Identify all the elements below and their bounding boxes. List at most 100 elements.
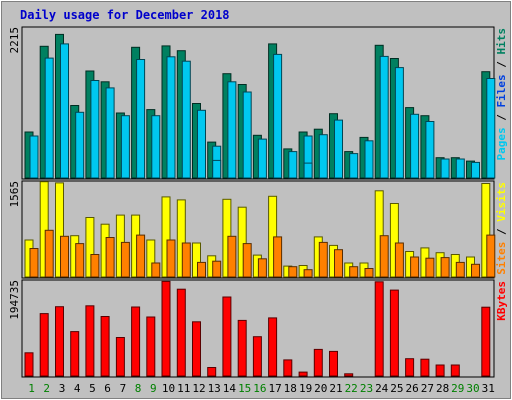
bar-visits-sites-day-6 xyxy=(105,237,115,278)
bar-visits-sites-day-12 xyxy=(197,261,206,278)
panel-kbytes-max-label: 194735 xyxy=(8,280,21,320)
day-label-8: 8 xyxy=(135,382,142,395)
bar-hits-files-day-20 xyxy=(318,134,328,179)
bar-hits-files-day-9 xyxy=(151,115,161,179)
bar-visits-sites-day-21 xyxy=(334,249,343,278)
bar-hits-pages-day-13 xyxy=(212,159,222,179)
bar-visits-visits-day-2 xyxy=(39,181,49,278)
bar-hits-files-day-30 xyxy=(471,161,480,179)
bar-visits-sites-day-29 xyxy=(455,261,465,278)
day-label-22: 22 xyxy=(345,382,358,395)
bar-hits-files-day-25 xyxy=(394,67,404,179)
day-label-16: 16 xyxy=(253,382,266,395)
bar-visits-visits-day-31 xyxy=(481,183,491,278)
bar-hits-files-day-5 xyxy=(90,80,100,179)
bar-kbytes-kbytes-day-2 xyxy=(39,313,49,377)
bar-visits-sites-day-8 xyxy=(136,234,146,278)
bar-hits-files-day-18 xyxy=(288,151,298,179)
bar-kbytes-kbytes-day-9 xyxy=(146,316,156,377)
bar-visits-visits-day-9 xyxy=(146,239,156,278)
bar-kbytes-kbytes-day-3 xyxy=(55,306,64,377)
bar-kbytes-kbytes-day-26 xyxy=(405,358,415,377)
bar-visits-sites-day-4 xyxy=(75,243,85,278)
day-label-12: 12 xyxy=(192,382,205,395)
day-label-5: 5 xyxy=(89,382,96,395)
bar-hits-files-day-22 xyxy=(349,153,359,179)
panel-visits: 1565 Sites / Visits xyxy=(8,180,508,279)
x-axis-day-labels: 1 2 3 4 5 6 7 8 9 10 11 12 13 14 15 16 17 18 19 20 21 22 23 24 2… xyxy=(28,382,495,395)
bar-kbytes-kbytes-day-14 xyxy=(222,296,232,377)
bar-kbytes-kbytes-day-21 xyxy=(329,350,338,377)
bar-visits-sites-day-10 xyxy=(166,239,176,278)
bar-hits-files-day-23 xyxy=(364,140,374,179)
legend-visits: Visits xyxy=(495,182,508,222)
bar-visits-sites-day-5 xyxy=(90,254,100,278)
day-label-18: 18 xyxy=(284,382,297,395)
bar-kbytes-kbytes-day-29 xyxy=(450,364,460,377)
bar-kbytes-kbytes-day-12 xyxy=(192,321,201,377)
bar-hits-files-day-14 xyxy=(227,81,237,179)
bar-hits-files-day-29 xyxy=(455,158,465,179)
day-label-24: 24 xyxy=(375,382,389,395)
bar-kbytes-kbytes-day-8 xyxy=(131,306,141,377)
bar-kbytes-kbytes-day-7 xyxy=(115,337,125,377)
bar-visits-sites-day-26 xyxy=(410,256,420,278)
day-label-15: 15 xyxy=(238,382,251,395)
bar-visits-visits-day-15 xyxy=(237,206,247,278)
day-label-3: 3 xyxy=(59,382,66,395)
panel-hits-max-label: 2215 xyxy=(8,27,21,54)
bar-visits-visits-day-24 xyxy=(374,190,384,278)
legend-separator: / xyxy=(495,108,508,128)
chart-title: Daily usage for December 2018 xyxy=(20,8,230,22)
bar-hits-files-day-26 xyxy=(410,113,420,179)
day-label-2: 2 xyxy=(43,382,50,395)
bar-kbytes-kbytes-day-25 xyxy=(389,289,399,377)
bar-visits-sites-day-9 xyxy=(151,262,161,278)
day-label-27: 27 xyxy=(421,382,434,395)
bar-visits-sites-day-1 xyxy=(29,248,39,278)
day-label-30: 30 xyxy=(466,382,479,395)
bar-visits-visits-day-10 xyxy=(161,196,171,278)
day-label-13: 13 xyxy=(208,382,221,395)
day-label-31: 31 xyxy=(482,382,495,395)
day-label-1: 1 xyxy=(28,382,35,395)
day-label-11: 11 xyxy=(177,382,190,395)
day-label-23: 23 xyxy=(360,382,373,395)
bar-hits-files-day-2 xyxy=(44,57,54,179)
bar-visits-sites-day-3 xyxy=(60,235,69,278)
bar-visits-sites-day-19 xyxy=(303,269,313,278)
day-label-6: 6 xyxy=(104,382,111,395)
bar-hits-files-day-7 xyxy=(120,115,130,179)
bar-kbytes-kbytes-day-1 xyxy=(24,352,34,377)
bar-visits-sites-day-24 xyxy=(379,235,389,278)
legend-separator: / xyxy=(495,222,508,242)
panel-kbytes-legend: KBytes xyxy=(495,281,508,321)
bar-hits-files-day-8 xyxy=(136,59,146,179)
bar-visits-sites-day-2 xyxy=(44,229,54,278)
bar-hits-files-day-24 xyxy=(379,55,389,179)
bar-visits-visits-day-12 xyxy=(192,242,201,278)
day-label-9: 9 xyxy=(150,382,157,395)
bar-visits-sites-day-18 xyxy=(288,266,298,278)
bar-hits-files-day-12 xyxy=(197,109,206,179)
day-label-14: 14 xyxy=(223,382,237,395)
bar-visits-sites-day-25 xyxy=(394,242,404,278)
day-label-26: 26 xyxy=(405,382,418,395)
chart-panels: 2215 Pages / Files / Hits 1565 Sites / Visi… xyxy=(8,26,508,378)
bar-visits-sites-day-22 xyxy=(349,266,359,278)
bar-visits-sites-day-15 xyxy=(242,243,252,278)
bar-hits-files-day-15 xyxy=(242,91,252,179)
bar-hits-files-day-11 xyxy=(181,60,191,179)
bar-visits-sites-day-14 xyxy=(227,235,237,278)
legend-sites: Sites xyxy=(495,242,508,275)
bar-visits-visits-day-25 xyxy=(389,203,399,278)
day-label-17: 17 xyxy=(268,382,281,395)
day-label-4: 4 xyxy=(74,382,81,395)
bar-kbytes-kbytes-day-20 xyxy=(313,348,323,377)
bar-kbytes-kbytes-day-5 xyxy=(85,305,95,377)
bar-kbytes-kbytes-day-4 xyxy=(70,331,80,377)
legend-kbytes: KBytes xyxy=(495,281,508,321)
bar-visits-sites-day-13 xyxy=(212,260,222,278)
bar-hits-pages-day-19 xyxy=(303,162,313,179)
